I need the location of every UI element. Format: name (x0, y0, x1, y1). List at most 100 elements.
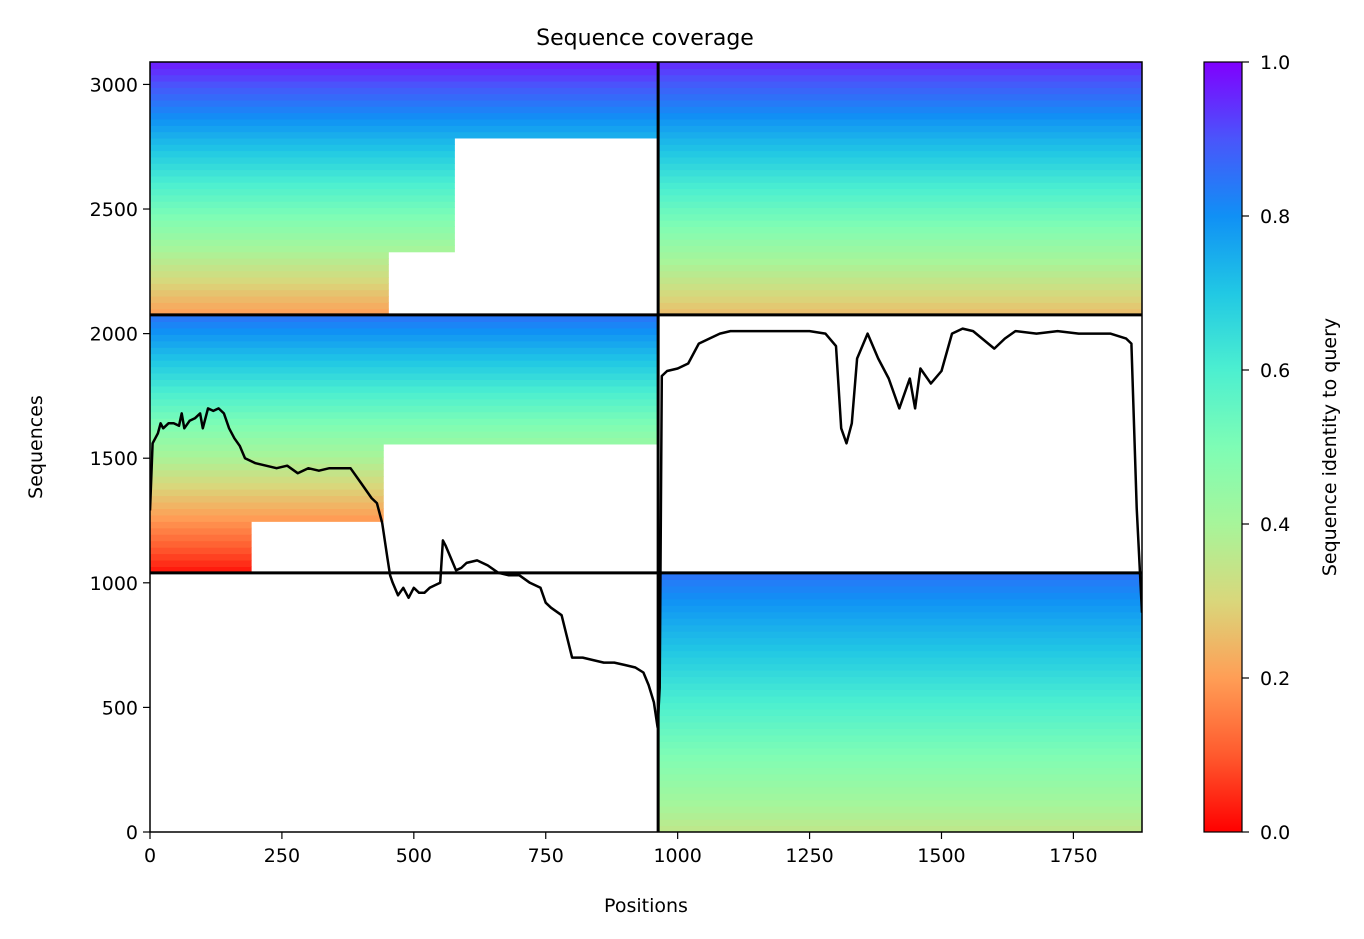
heatmap-band (658, 220, 1142, 228)
heatmap-band (658, 579, 1142, 587)
colorbar-tick-label: 0.0 (1260, 822, 1290, 844)
heatmap-band (150, 258, 389, 265)
heatmap-band (658, 137, 1142, 145)
x-axis: 0 250 500 750 1000 1250 1500 1750 (144, 832, 1098, 867)
heatmap-band (658, 670, 1142, 678)
heatmap-band (150, 194, 455, 202)
colorbar-tick-label: 0.6 (1260, 360, 1290, 382)
heatmap-band (658, 708, 1142, 716)
colorbar-tick-label: 0.2 (1260, 668, 1290, 690)
heatmap-band (658, 239, 1142, 246)
heatmap-band (150, 418, 659, 426)
heatmap-band (150, 232, 455, 240)
heatmap-band (658, 825, 1142, 832)
heatmap-band (658, 682, 1142, 691)
colorbar-tick-label: 0.8 (1260, 206, 1290, 228)
heatmap-band (150, 226, 455, 234)
heatmap-band (658, 226, 1142, 234)
heatmap-band (658, 182, 1142, 190)
heatmap-band (150, 264, 389, 272)
heatmap-band (150, 87, 659, 95)
heatmap-band (150, 327, 659, 335)
x-tick-label: 1000 (653, 845, 701, 867)
heatmap-band (658, 163, 1142, 171)
heatmap-band (658, 270, 1142, 278)
heatmap-band (150, 360, 659, 368)
heatmap-band (658, 283, 1142, 291)
heatmap-band (658, 799, 1142, 807)
y-tick-label: 1500 (90, 448, 138, 470)
x-tick-label: 1750 (1049, 845, 1097, 867)
heatmap-band (150, 201, 455, 209)
heatmap-band (150, 245, 455, 253)
heatmap-band (658, 62, 1142, 69)
heatmap-band (658, 289, 1142, 297)
x-tick-label: 750 (528, 845, 564, 867)
heatmap-band (150, 508, 384, 516)
heatmap-band (658, 194, 1142, 202)
y-tick-label: 3000 (90, 74, 138, 96)
heatmap-band (658, 106, 1142, 114)
heatmap-band (150, 495, 384, 503)
heatmap-band (658, 741, 1142, 749)
heatmap-band (150, 308, 389, 316)
heatmap-band (150, 207, 455, 215)
heatmap-band (150, 527, 252, 535)
heatmap-band (150, 398, 659, 406)
heatmap-band (658, 258, 1142, 265)
heatmap-band (150, 534, 252, 542)
heatmap-band (658, 780, 1142, 788)
chart-title: Sequence coverage (536, 26, 754, 51)
heatmap-band (150, 239, 455, 246)
heatmap-band (658, 689, 1142, 697)
heatmap-band (150, 476, 384, 484)
x-tick-label: 1500 (917, 845, 965, 867)
coverage-heatmap (150, 62, 1142, 832)
heatmap-band (658, 232, 1142, 240)
heatmap-band (150, 521, 252, 529)
heatmap-band (658, 188, 1142, 196)
heatmap-band (150, 501, 384, 509)
heatmap-band (150, 251, 389, 259)
heatmap-band (658, 175, 1142, 183)
heatmap-band (658, 806, 1142, 814)
heatmap-band (150, 514, 384, 522)
heatmap-band (658, 125, 1142, 133)
heatmap-band (658, 715, 1142, 723)
heatmap-band (150, 283, 389, 291)
heatmap-band (150, 321, 659, 329)
colorbar-ticks: 0.0 0.2 0.4 0.6 0.8 1.0 (1242, 52, 1290, 844)
heatmap-band (150, 80, 659, 88)
heatmap-band (150, 540, 252, 548)
heatmap-band (658, 650, 1142, 658)
heatmap-band (658, 663, 1142, 671)
heatmap-band (150, 340, 659, 348)
heatmap-band (150, 150, 455, 158)
heatmap-band (658, 786, 1142, 794)
heatmap-band (150, 443, 384, 451)
coverage-line (150, 327, 1142, 729)
heatmap-band (658, 695, 1142, 704)
heatmap-band (150, 125, 659, 133)
coverage-line-path (150, 327, 1142, 729)
heatmap-band (150, 295, 389, 303)
heatmap-band (658, 760, 1142, 768)
heatmap-band (658, 592, 1142, 600)
heatmap-band (658, 754, 1142, 762)
heatmap-band (150, 213, 455, 221)
heatmap-band (150, 270, 389, 278)
heatmap-band (658, 676, 1142, 684)
heatmap-band (658, 308, 1142, 316)
heatmap-band (150, 392, 659, 400)
colorbar-label: Sequence identity to query (1319, 318, 1341, 576)
heatmap-band (658, 131, 1142, 139)
heatmap-band (150, 456, 384, 464)
heatmap-band (150, 469, 384, 477)
heatmap-band (658, 605, 1142, 613)
y-axis-label: Sequences (25, 395, 47, 499)
heatmap-band (658, 734, 1142, 742)
heatmap-band (150, 424, 659, 432)
heatmap-band (150, 74, 659, 82)
heatmap-band (150, 411, 659, 419)
heatmap-band (658, 721, 1142, 729)
